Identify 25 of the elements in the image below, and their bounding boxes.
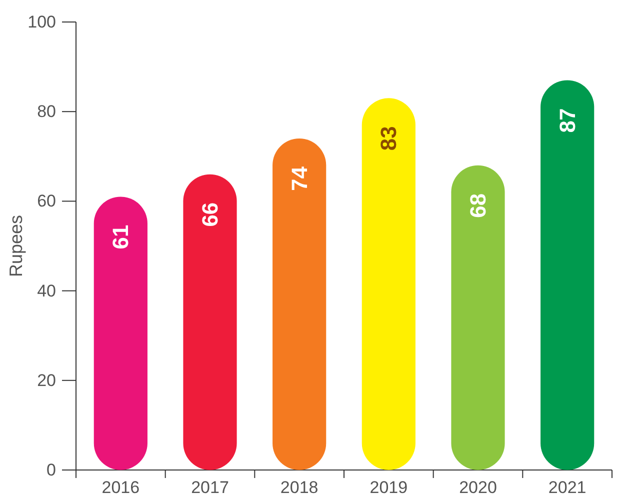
y-tick-label: 60 [37, 192, 56, 211]
data-label: 87 [554, 108, 580, 133]
x-tick-label: 2019 [370, 478, 408, 496]
y-tick-label: 100 [28, 12, 56, 32]
y-tick-label: 80 [37, 102, 56, 122]
bar [272, 138, 326, 470]
bar [362, 98, 416, 470]
data-label: 83 [376, 126, 402, 151]
data-label: 68 [466, 193, 490, 218]
x-tick-label: 2017 [191, 478, 229, 496]
y-tick-label: 20 [37, 370, 56, 390]
x-tick-label: 2021 [548, 478, 586, 496]
x-tick-label: 2020 [459, 478, 497, 496]
x-tick-label: 2018 [280, 478, 318, 496]
data-label: 66 [198, 202, 222, 227]
y-tick-label: 40 [37, 281, 56, 300]
bar [540, 80, 594, 470]
x-tick-label: 2016 [102, 478, 140, 496]
y-tick-label: 0 [46, 460, 56, 480]
data-label: 61 [108, 224, 134, 250]
bar [183, 174, 237, 470]
bar [94, 196, 148, 470]
y-axis-title: Rupees [6, 214, 26, 278]
bar [451, 165, 505, 470]
data-label: 74 [286, 166, 312, 191]
